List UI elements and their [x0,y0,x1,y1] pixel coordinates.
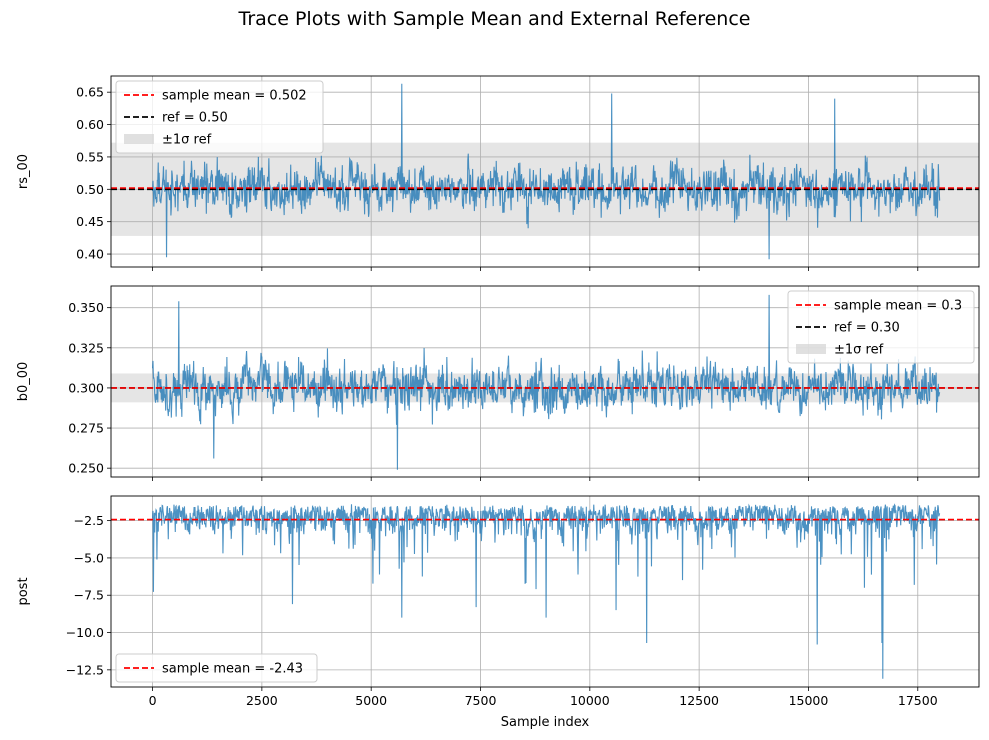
legend-swatch-band [796,344,826,354]
y-tick-label: 0.350 [68,300,104,315]
y-tick-label: −2.5 [74,513,104,528]
y-axis-label: rs_00 [16,154,31,189]
y-axis-label: post [16,577,31,605]
x-tick-label: 7500 [465,693,497,708]
y-tick-label: 0.40 [76,247,104,262]
legend: sample mean = -2.43 [115,653,318,683]
legend-label: ref = 0.30 [834,321,900,336]
x-tick-label: 10000 [570,693,610,708]
y-tick-label: 0.50 [76,182,104,197]
y-tick-label: −12.5 [66,662,104,677]
legend-label: sample mean = -2.43 [162,662,303,677]
x-tick-label: 15000 [789,693,829,708]
axes-frame [110,75,980,268]
x-tick-label: 0 [149,693,157,708]
trace-line [151,503,941,679]
y-tick-label: 0.275 [68,421,104,436]
subplot-rs_00: 0.40 0.45 0.50 0.55 0.60 0.65 rs_00 sample mean… [16,75,980,271]
x-tick-label: 17500 [898,693,938,708]
legend-label: sample mean = 0.502 [162,89,307,104]
y-tick-label: −7.5 [74,588,104,603]
legend-label: ref = 0.50 [162,111,228,126]
x-axis-label: Sample index [501,715,590,730]
trace-line [151,83,941,260]
legend-label: sample mean = 0.3 [834,299,962,314]
legend-label: ±1σ ref [162,133,212,148]
legend-frame [115,80,324,154]
y-tick-label: −10.0 [66,625,104,640]
figure-title: Trace Plots with Sample Mean and Externa… [238,8,751,30]
y-axis-label: b0_00 [16,362,31,402]
legend-frame [115,653,318,683]
y-tick-label: 0.300 [68,380,104,395]
y-tick-label: −5.0 [74,550,104,565]
axes-frame [110,285,980,478]
legend-label: ±1σ ref [834,343,884,358]
axes-frame [110,495,980,688]
y-tick-label: 0.250 [68,461,104,476]
subplot-b0_00: 0.250 0.275 0.300 0.325 0.350 b0_00 sample mea… [16,285,980,481]
legend-frame [787,290,975,364]
x-tick-label: 5000 [355,693,387,708]
y-tick-label: 0.325 [68,340,104,355]
legend: sample mean = 0.3 ref = 0.30 ±1σ ref [787,290,975,364]
x-tick-label: 2500 [246,693,278,708]
y-tick-label: 0.45 [76,214,104,229]
subplot-post: 0 2500 5000 7500 10000 12500 15000 17500 −12.5 −1… [16,495,980,730]
y-tick-label: 0.65 [76,85,104,100]
legend-swatch-band [124,134,154,144]
y-tick-label: 0.55 [76,149,104,164]
legend: sample mean = 0.502 ref = 0.50 ±1σ ref [115,80,324,154]
x-tick-label: 12500 [679,693,719,708]
y-tick-label: 0.60 [76,117,104,132]
